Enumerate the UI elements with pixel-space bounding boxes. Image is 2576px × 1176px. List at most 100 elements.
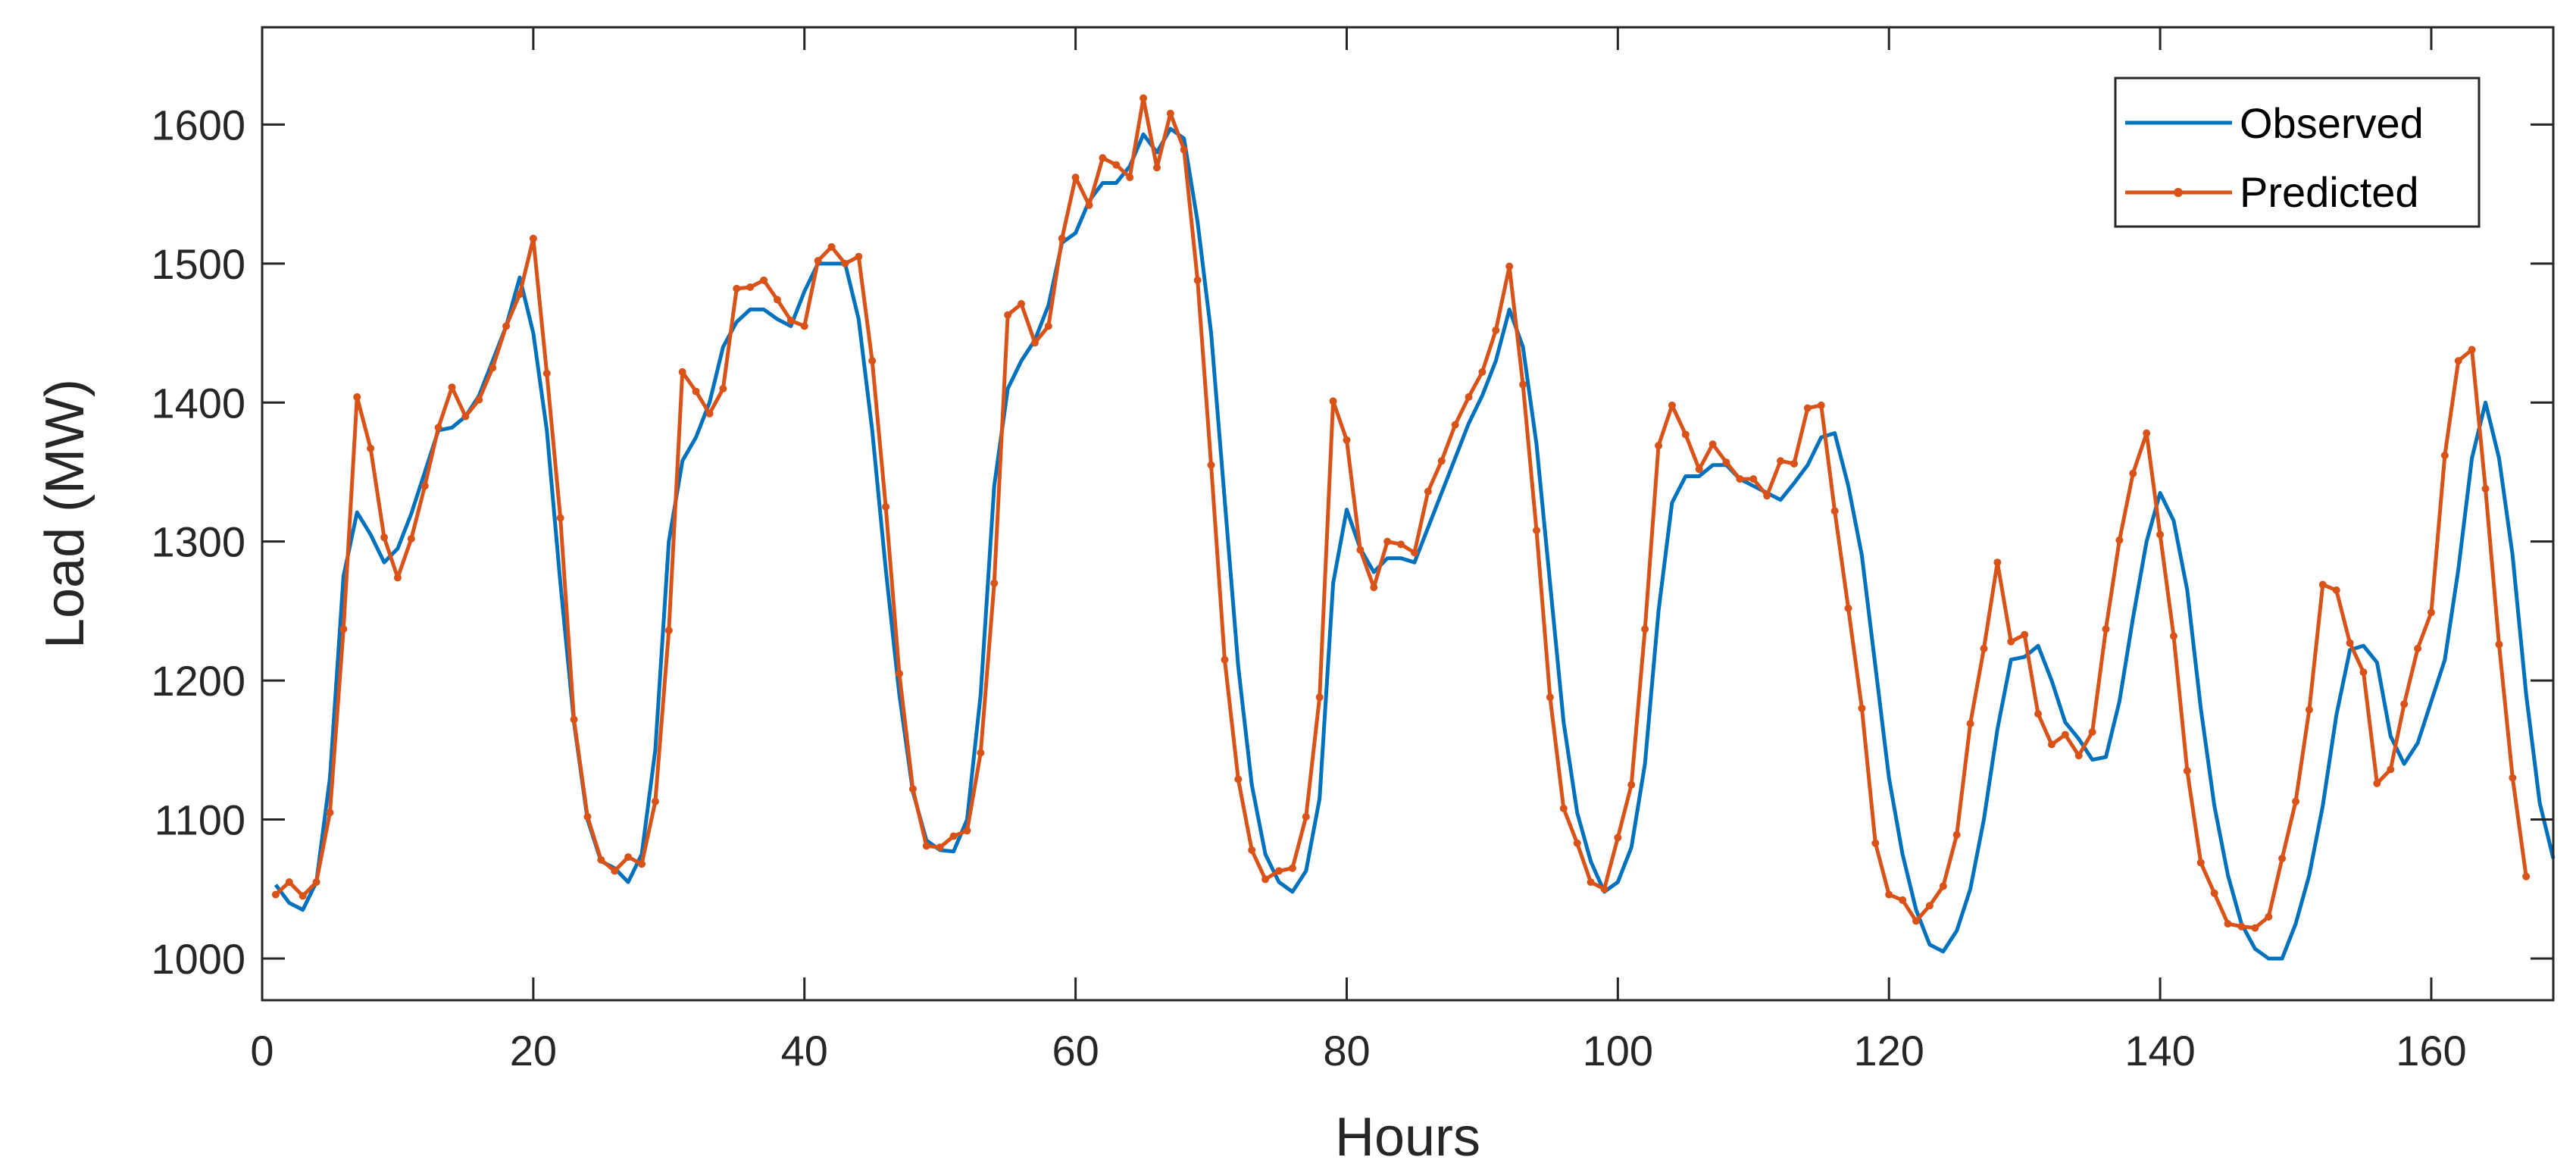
predicted-point	[475, 396, 483, 404]
predicted-point	[299, 892, 307, 900]
predicted-point	[489, 364, 497, 372]
predicted-point	[1288, 864, 1296, 872]
predicted-point	[367, 444, 375, 452]
predicted-point	[1193, 276, 1202, 284]
predicted-point	[705, 409, 714, 418]
predicted-point	[380, 533, 389, 542]
predicted-point	[990, 579, 999, 587]
predicted-point	[2495, 640, 2503, 649]
predicted-point	[1383, 537, 1392, 546]
predicted-point	[2224, 920, 2232, 928]
predicted-point	[2143, 429, 2151, 437]
predicted-point	[1777, 457, 1785, 465]
x-tick-label: 0	[250, 1027, 274, 1074]
predicted-point	[570, 715, 578, 724]
predicted-point	[1451, 421, 1459, 429]
predicted-point	[1600, 885, 1608, 893]
predicted-point	[2509, 774, 2517, 782]
predicted-point	[1980, 644, 1988, 652]
predicted-point	[786, 317, 795, 325]
x-tick-label: 160	[2396, 1027, 2466, 1074]
predicted-point	[502, 322, 511, 330]
y-axis-label: Load (MW)	[35, 379, 95, 649]
predicted-point	[271, 890, 280, 899]
predicted-point	[2522, 872, 2531, 880]
predicted-point	[1152, 164, 1161, 172]
predicted-point	[1871, 839, 1880, 847]
predicted-point	[2440, 451, 2449, 459]
predicted-point	[855, 252, 863, 261]
predicted-point	[692, 387, 700, 396]
predicted-point	[312, 878, 320, 887]
predicted-point	[1465, 393, 1473, 401]
predicted-point	[936, 843, 944, 852]
y-tick-label: 1000	[151, 935, 245, 983]
predicted-point	[1546, 693, 1554, 702]
x-tick-label: 100	[1583, 1027, 1653, 1074]
y-tick-label: 1500	[151, 240, 245, 288]
predicted-point	[2088, 727, 2096, 736]
predicted-point	[1627, 780, 1636, 789]
x-tick-label: 60	[1052, 1027, 1099, 1074]
predicted-point	[1939, 882, 1947, 890]
predicted-point	[1817, 401, 1825, 409]
predicted-point	[2196, 859, 2205, 867]
predicted-point	[1071, 174, 1080, 182]
predicted-point	[1912, 917, 1921, 925]
predicted-point	[1803, 404, 1812, 412]
x-tick-label: 80	[1323, 1027, 1370, 1074]
predicted-point	[1858, 704, 1866, 712]
predicted-point	[908, 785, 917, 793]
predicted-point	[515, 290, 524, 299]
predicted-point	[2102, 625, 2110, 633]
predicted-point	[1708, 440, 1717, 449]
predicted-point	[1397, 540, 1405, 549]
predicted-point	[1492, 326, 1500, 334]
predicted-point	[814, 257, 822, 265]
predicted-point	[949, 832, 958, 840]
predicted-point	[977, 749, 985, 757]
predicted-point	[1275, 867, 1283, 875]
predicted-point	[2318, 580, 2327, 589]
predicted-point	[2305, 705, 2313, 714]
predicted-point	[1140, 94, 1148, 102]
predicted-point	[664, 627, 673, 635]
legend-box	[2114, 77, 2481, 228]
predicted-point	[1885, 890, 1893, 899]
predicted-point	[1112, 161, 1121, 169]
predicted-point	[420, 482, 429, 490]
predicted-point	[339, 625, 348, 633]
predicted-point	[1844, 604, 1852, 612]
predicted-point	[2007, 637, 2015, 646]
predicted-point	[2115, 536, 2124, 544]
y-tick-label: 1100	[155, 796, 245, 844]
predicted-point	[2346, 639, 2354, 647]
predicted-point	[1030, 339, 1039, 347]
predicted-point	[2400, 700, 2409, 708]
predicted-point	[2278, 854, 2287, 862]
predicted-point	[922, 842, 930, 850]
predicted-point	[1166, 109, 1174, 117]
predicted-point	[2129, 469, 2137, 477]
predicted-point	[1519, 380, 1527, 389]
predicted-point	[746, 283, 755, 292]
predicted-point	[2414, 644, 2422, 652]
predicted-series	[271, 94, 2531, 932]
predicted-point	[2265, 912, 2273, 921]
predicted-point	[1424, 487, 1432, 496]
predicted-point	[1925, 902, 1934, 910]
x-tick-label: 140	[2124, 1027, 2195, 1074]
legend-predicted-label: Predicted	[2240, 168, 2419, 216]
predicted-point	[1993, 558, 2002, 567]
predicted-point	[1207, 461, 1215, 469]
x-tick-label: 20	[510, 1027, 557, 1074]
predicted-point	[1899, 896, 1907, 904]
predicted-point	[1830, 507, 1839, 515]
predicted-point	[542, 369, 551, 377]
x-tick-label: 120	[1854, 1027, 1924, 1074]
legend-predicted-marker	[2174, 188, 2183, 197]
predicted-point	[719, 384, 727, 393]
predicted-point	[461, 412, 470, 421]
predicted-point	[895, 669, 903, 677]
predicted-point	[651, 797, 659, 805]
